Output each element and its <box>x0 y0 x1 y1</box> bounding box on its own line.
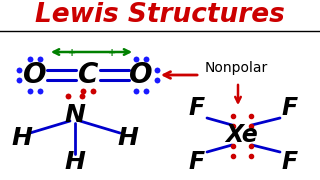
Text: N: N <box>65 103 85 127</box>
Text: O: O <box>23 61 47 89</box>
Text: H: H <box>65 150 85 174</box>
Text: F: F <box>189 150 205 174</box>
Text: F: F <box>189 96 205 120</box>
Text: +: + <box>68 48 76 58</box>
Text: O: O <box>129 61 153 89</box>
Text: F: F <box>282 96 298 120</box>
Text: H: H <box>117 126 139 150</box>
Text: Nonpolar: Nonpolar <box>205 61 268 75</box>
Text: Xe: Xe <box>226 123 258 147</box>
Text: F: F <box>282 150 298 174</box>
Text: +: + <box>108 48 116 58</box>
Text: H: H <box>12 126 32 150</box>
Text: Lewis Structures: Lewis Structures <box>35 2 285 28</box>
Text: C: C <box>78 61 98 89</box>
